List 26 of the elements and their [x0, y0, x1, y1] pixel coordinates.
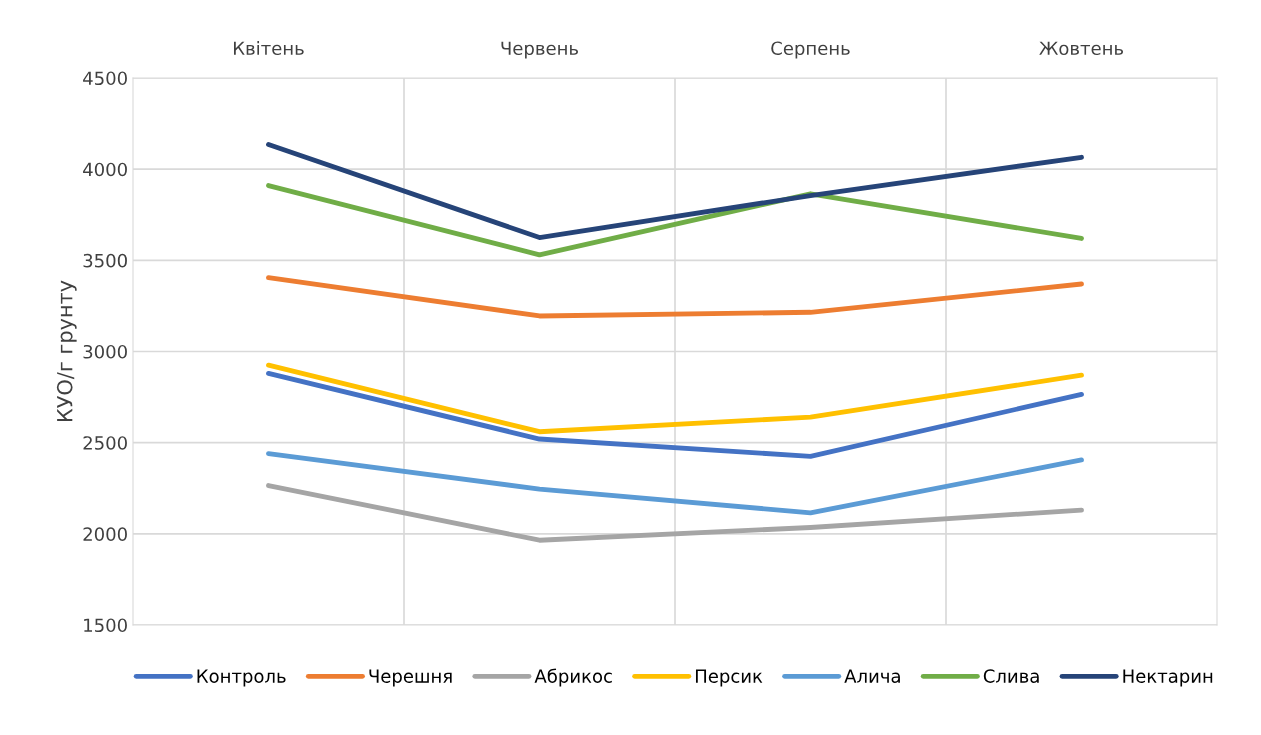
- line-series: [266, 142, 1084, 240]
- line-series: [266, 370, 1084, 459]
- legend-label: Персик: [695, 669, 763, 687]
- legend-label: Нектарин: [1123, 669, 1213, 687]
- y-tick-label: 1500: [84, 618, 127, 633]
- x-tick-label: Червень: [501, 41, 578, 59]
- y-tick-label: 4500: [83, 71, 127, 86]
- line-series: [266, 275, 1084, 319]
- y-axis-title: КУО/г грунту: [56, 280, 77, 421]
- legend-label: Алича: [844, 669, 900, 683]
- y-tick-label: 2500: [83, 436, 127, 450]
- legend-label: Контроль: [197, 669, 286, 687]
- y-tick-label: 2000: [83, 527, 127, 541]
- line-series: [266, 483, 1084, 543]
- y-tick-label: 4000: [83, 162, 127, 177]
- y-tick-label: 3500: [83, 253, 127, 268]
- y-tick-label: 3000: [83, 344, 127, 359]
- x-tick-label: Жовтень: [1039, 41, 1124, 56]
- legend-label: Черешня: [369, 669, 452, 687]
- x-tick-label: Серпень: [771, 41, 850, 59]
- x-tick-label: Квітень: [234, 41, 304, 56]
- line-series: [266, 451, 1084, 516]
- legend-label: Абрикос: [534, 668, 612, 687]
- line-series: [266, 362, 1084, 435]
- legend-label: Слива: [983, 669, 1039, 683]
- line-series: [266, 183, 1084, 258]
